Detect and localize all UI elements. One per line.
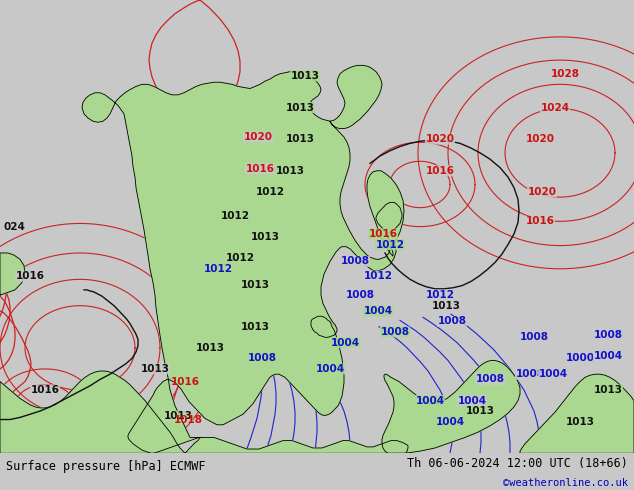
- Text: 1016: 1016: [15, 271, 44, 281]
- Text: 1004: 1004: [330, 338, 359, 347]
- Text: 1016: 1016: [245, 164, 275, 173]
- Text: 1013: 1013: [566, 416, 595, 427]
- Text: 1016: 1016: [30, 385, 60, 395]
- Text: 024: 024: [3, 221, 25, 232]
- Text: 1008: 1008: [476, 374, 505, 385]
- Polygon shape: [0, 371, 185, 453]
- Text: 1004: 1004: [593, 351, 623, 361]
- Polygon shape: [82, 65, 408, 453]
- Text: 1013: 1013: [285, 134, 314, 144]
- Text: 1004: 1004: [316, 364, 344, 374]
- Text: 1008: 1008: [247, 353, 276, 364]
- Text: 1016: 1016: [526, 217, 555, 226]
- Text: Th 06-06-2024 12:00 UTC (18+66): Th 06-06-2024 12:00 UTC (18+66): [407, 457, 628, 470]
- Text: 1004: 1004: [363, 306, 392, 316]
- Text: 1013: 1013: [240, 280, 269, 290]
- Text: 1008: 1008: [380, 327, 410, 337]
- Text: 1004: 1004: [415, 395, 444, 406]
- Text: Surface pressure [hPa] ECMWF: Surface pressure [hPa] ECMWF: [6, 460, 206, 473]
- Polygon shape: [520, 374, 634, 453]
- Text: 1012: 1012: [375, 240, 404, 249]
- Text: 1013: 1013: [465, 406, 495, 416]
- Text: 1016: 1016: [171, 377, 200, 387]
- Text: 1013: 1013: [250, 232, 280, 242]
- Text: 1020: 1020: [526, 134, 555, 144]
- Text: 1012: 1012: [226, 253, 254, 263]
- Text: 1020: 1020: [425, 134, 455, 144]
- Text: 1008: 1008: [593, 330, 623, 340]
- Text: 1013: 1013: [276, 166, 304, 176]
- Text: 1013: 1013: [195, 343, 224, 353]
- Text: 1004: 1004: [436, 416, 465, 427]
- Text: 1016: 1016: [425, 166, 455, 176]
- Text: 1013: 1013: [240, 322, 269, 332]
- Text: 1004: 1004: [538, 369, 567, 379]
- Text: 1004: 1004: [458, 395, 486, 406]
- Polygon shape: [382, 361, 520, 453]
- Text: 1008: 1008: [519, 332, 548, 343]
- Text: 1018: 1018: [174, 415, 202, 424]
- Text: 1012: 1012: [425, 290, 455, 300]
- Text: 1008: 1008: [437, 317, 467, 326]
- Polygon shape: [0, 253, 25, 295]
- Text: 1012: 1012: [363, 271, 392, 281]
- Text: 1012: 1012: [256, 187, 285, 197]
- Polygon shape: [367, 171, 404, 256]
- Text: 1013: 1013: [432, 301, 460, 311]
- Text: 1008: 1008: [515, 369, 545, 379]
- Text: 1020: 1020: [243, 132, 273, 142]
- Text: 1008: 1008: [346, 290, 375, 300]
- Text: 1016: 1016: [368, 229, 398, 239]
- Text: ©weatheronline.co.uk: ©weatheronline.co.uk: [503, 478, 628, 488]
- Text: 1013: 1013: [164, 412, 193, 421]
- Text: 1013: 1013: [290, 71, 320, 81]
- Text: 1012: 1012: [204, 264, 233, 274]
- Text: 1013: 1013: [285, 102, 314, 113]
- Text: 1008: 1008: [340, 256, 370, 267]
- Text: 1013: 1013: [141, 364, 169, 374]
- Text: 1028: 1028: [550, 69, 579, 79]
- Text: 1013: 1013: [593, 385, 623, 395]
- Text: 1012: 1012: [221, 211, 250, 221]
- Text: 1020: 1020: [527, 187, 557, 197]
- Text: 1000: 1000: [566, 353, 595, 364]
- Text: 1024: 1024: [540, 102, 569, 113]
